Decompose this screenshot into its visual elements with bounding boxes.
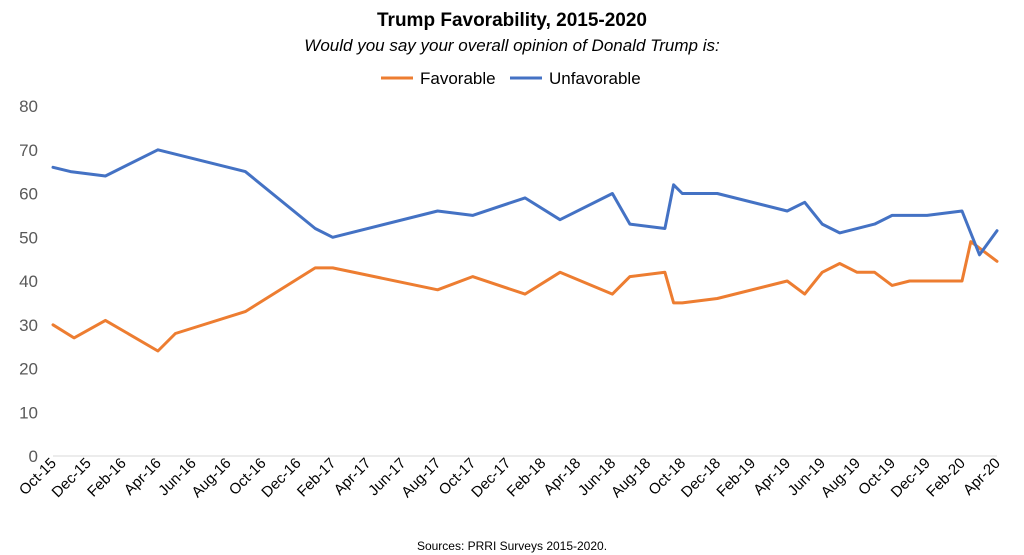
x-tick-label: Feb-20 bbox=[923, 455, 969, 501]
series-lines bbox=[51, 148, 999, 353]
y-tick-label: 60 bbox=[19, 185, 38, 204]
y-tick-label: 50 bbox=[19, 228, 38, 247]
x-tick-label: Feb-16 bbox=[84, 455, 130, 501]
x-tick-label: Aug-17 bbox=[398, 455, 444, 501]
chart-source: Sources: PRRI Surveys 2015-2020. bbox=[417, 539, 607, 553]
series-line-unfavorable bbox=[51, 148, 999, 257]
x-tick-label: Aug-18 bbox=[608, 455, 654, 501]
x-tick-label: Aug-19 bbox=[818, 455, 864, 501]
series-line-favorable bbox=[51, 240, 999, 353]
y-tick-label: 40 bbox=[19, 272, 38, 291]
y-axis: 0 10 20 30 40 50 60 70 80 bbox=[19, 97, 38, 466]
y-tick-label: 10 bbox=[19, 403, 38, 422]
x-tick-label: Dec-18 bbox=[678, 455, 724, 501]
x-tick-label: Apr-16 bbox=[121, 455, 165, 499]
x-tick-label: Dec-15 bbox=[49, 455, 95, 501]
x-tick-label: Dec-17 bbox=[468, 455, 514, 501]
legend: Favorable Unfavorable bbox=[381, 69, 641, 88]
x-tick-label: Feb-17 bbox=[294, 455, 340, 501]
y-tick-label: 30 bbox=[19, 316, 38, 335]
y-tick-label: 20 bbox=[19, 360, 38, 379]
legend-label-favorable: Favorable bbox=[420, 69, 496, 88]
x-axis: Oct-15Dec-15Feb-16Apr-16Jun-16Aug-16Oct-… bbox=[16, 455, 1004, 501]
legend-label-unfavorable: Unfavorable bbox=[549, 69, 641, 88]
x-tick-label: Dec-16 bbox=[258, 455, 304, 501]
y-tick-label: 0 bbox=[29, 447, 38, 466]
x-tick-label: Apr-17 bbox=[331, 455, 375, 499]
y-tick-label: 70 bbox=[19, 141, 38, 160]
x-tick-label: Dec-19 bbox=[888, 455, 934, 501]
x-tick-label: Apr-19 bbox=[750, 455, 794, 499]
x-tick-label: Feb-18 bbox=[504, 455, 550, 501]
x-tick-label: Apr-20 bbox=[960, 455, 1004, 499]
x-tick-label: Aug-16 bbox=[188, 455, 234, 501]
x-tick-label: Feb-19 bbox=[713, 455, 759, 501]
chart-subtitle: Would you say your overall opinion of Do… bbox=[304, 36, 720, 55]
chart-title: Trump Favorability, 2015-2020 bbox=[377, 10, 647, 31]
y-tick-label: 80 bbox=[19, 97, 38, 116]
x-tick-label: Apr-18 bbox=[540, 455, 584, 499]
